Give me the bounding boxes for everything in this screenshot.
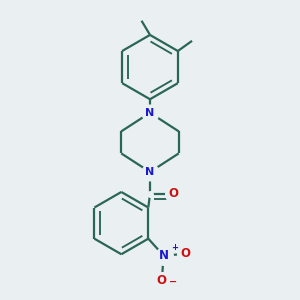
Text: N: N bbox=[146, 108, 154, 118]
Text: O: O bbox=[181, 248, 190, 260]
Text: +: + bbox=[171, 242, 178, 251]
Text: O: O bbox=[169, 188, 179, 200]
Text: −: − bbox=[169, 277, 177, 287]
Text: N: N bbox=[158, 249, 169, 262]
Text: O: O bbox=[157, 274, 167, 287]
Text: N: N bbox=[146, 167, 154, 177]
